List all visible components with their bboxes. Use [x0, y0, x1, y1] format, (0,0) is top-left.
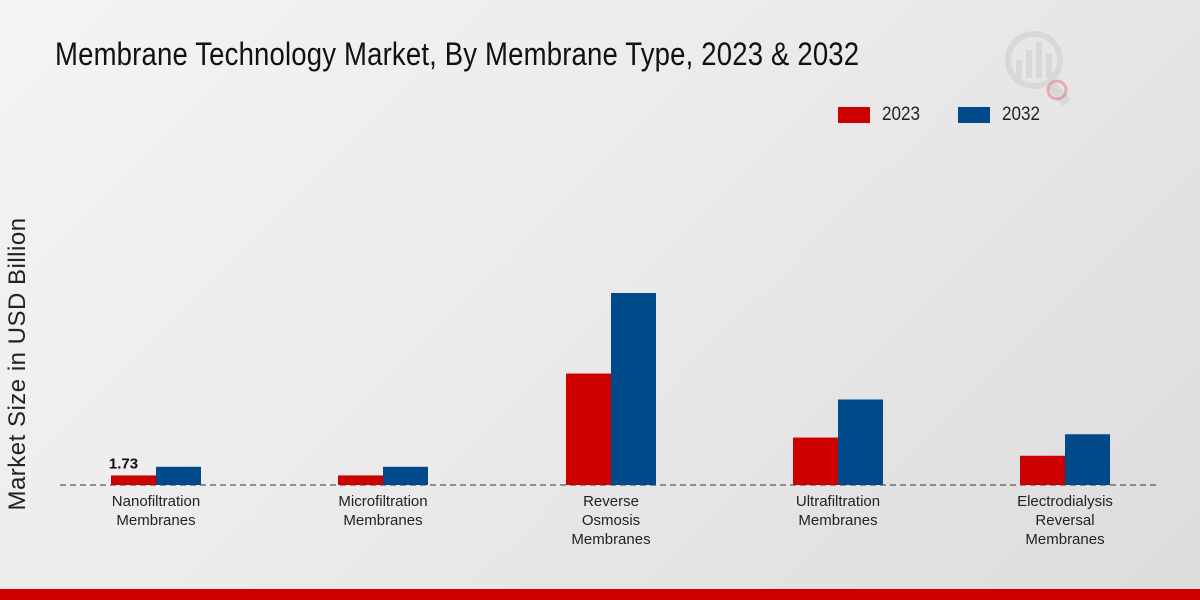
legend-swatch-2023: [838, 107, 870, 123]
data-label-0-0: 1.73: [109, 455, 138, 472]
bar-2023-0: [111, 475, 156, 485]
bar-2032-2: [611, 293, 656, 485]
legend-item-2032: 2032: [958, 104, 1044, 126]
legend-label-2023: 2023: [882, 104, 921, 125]
legend-item-2023: 2023: [838, 104, 924, 126]
bar-2023-3: [793, 437, 838, 485]
bar-2032-0: [156, 466, 201, 485]
bar-2023-4: [1020, 455, 1065, 485]
bar-2032-3: [838, 399, 883, 485]
legend-swatch-2032: [958, 107, 991, 123]
brand-watermark-icon: [1005, 31, 1071, 107]
chart-legend: 2023 2032: [838, 104, 1079, 126]
legend-label-2032: 2032: [1002, 104, 1041, 125]
x-tick-label-4: Electrodialysis Reversal Membranes: [1017, 493, 1113, 548]
bar-2032-1: [383, 466, 428, 485]
x-tick-label-1: Microfiltration Membranes: [338, 493, 427, 529]
chart-title: Membrane Technology Market, By Membrane …: [55, 36, 860, 72]
footer-bar: [0, 589, 1200, 600]
bar-2032-4: [1065, 434, 1110, 485]
x-tick-label-2: Reverse Osmosis Membranes: [571, 493, 650, 548]
bar-2023-1: [338, 475, 383, 485]
x-tick-label-3: Ultrafiltration Membranes: [796, 493, 880, 529]
bar-2023-2: [566, 373, 611, 485]
x-tick-label-0: Nanofiltration Membranes: [112, 493, 200, 529]
